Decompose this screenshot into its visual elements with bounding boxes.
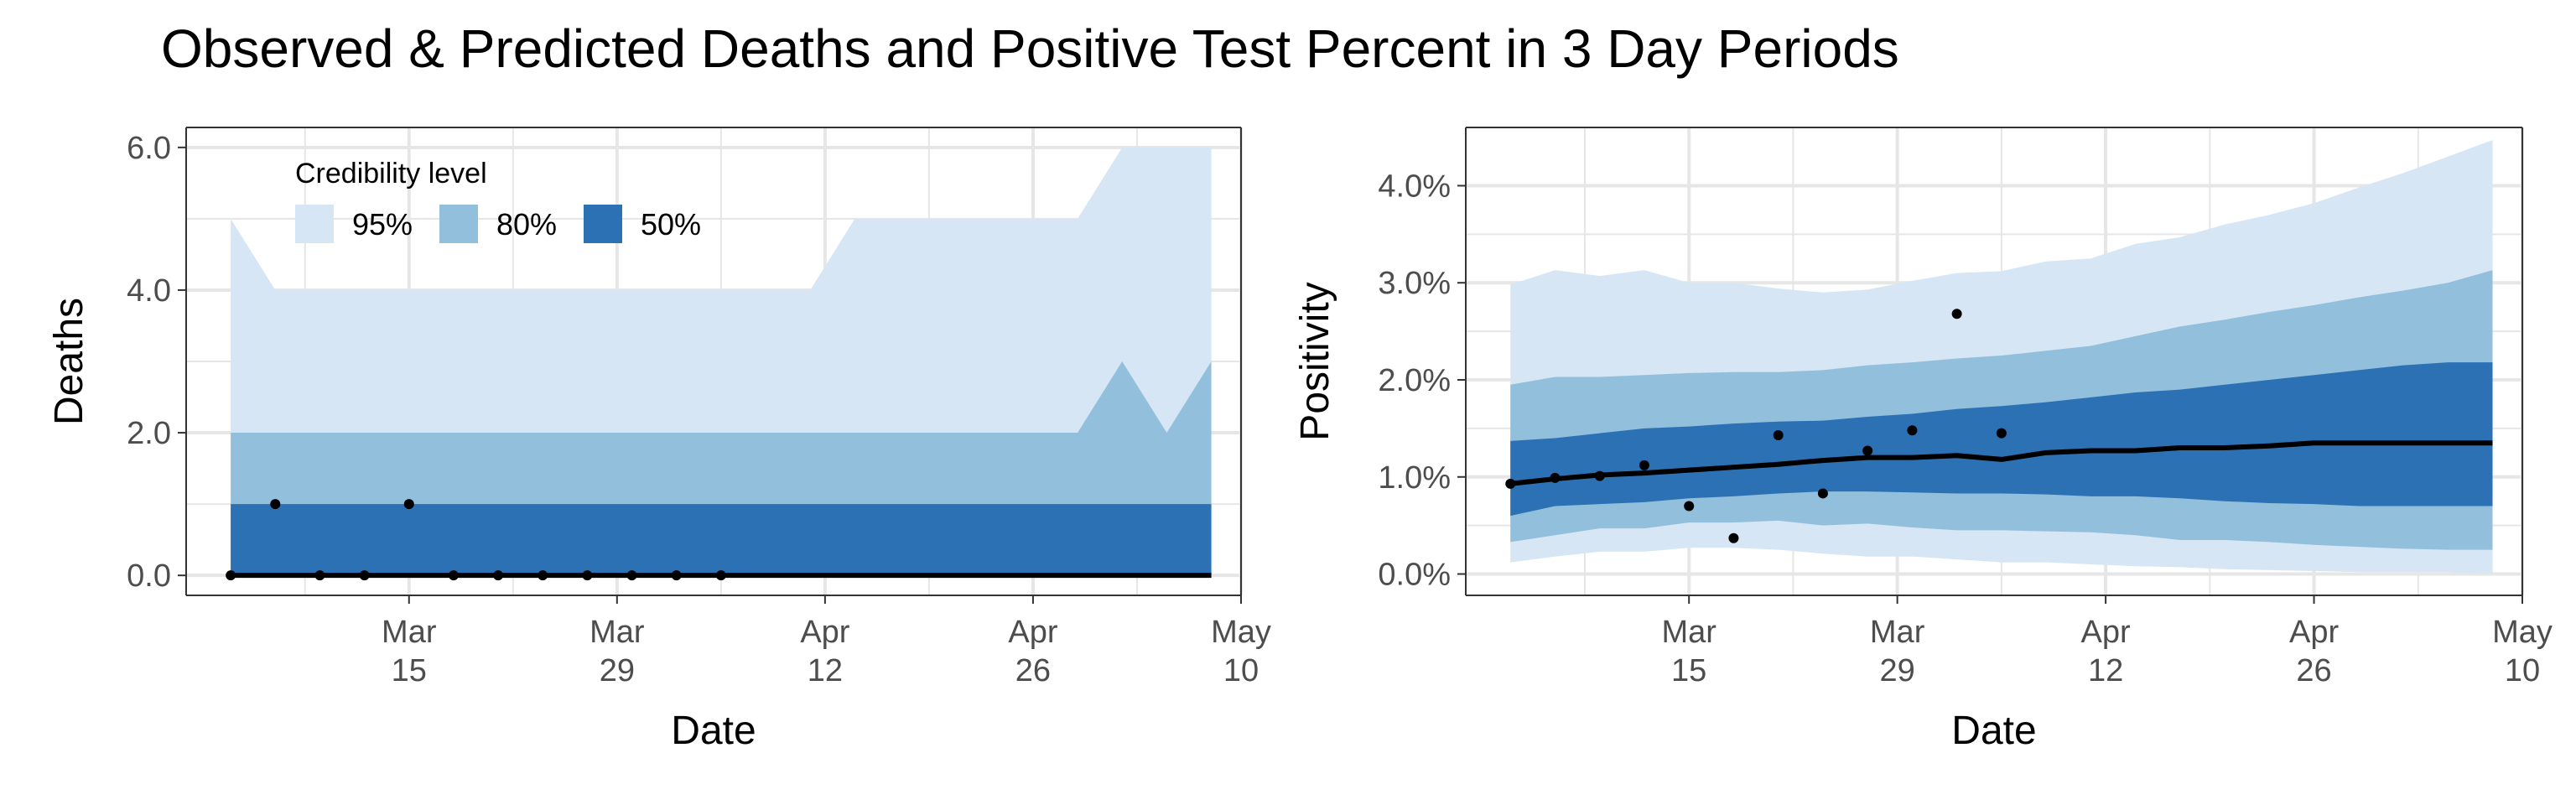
median-line <box>1509 440 2493 486</box>
x-tick-label: Mar 15 <box>382 615 437 688</box>
x-tick-label-line: 26 <box>2296 653 2331 688</box>
x-tick-label-line: 15 <box>392 653 427 688</box>
x-tick-label-line: 15 <box>1671 653 1706 688</box>
y-tick-label: 0.0% <box>1378 558 1451 593</box>
legend: Credibility level 95% 80% 50% <box>295 158 701 243</box>
x-tick-label-line: 10 <box>2505 653 2540 688</box>
x-tick-label: Apr 12 <box>800 615 849 688</box>
observed-point <box>715 570 726 581</box>
y-axis-title: Positivity <box>1293 282 1337 440</box>
observed-point <box>1907 425 1918 436</box>
x-tick-label-line: Mar <box>1661 615 1716 650</box>
observed-point <box>1728 532 1739 543</box>
observed-point <box>1862 445 1873 456</box>
observed-point <box>314 570 325 581</box>
observed-point <box>626 570 637 581</box>
x-axis-title: Date <box>671 709 756 753</box>
y-tick-label: 2.0 <box>127 416 171 451</box>
y-tick-label: 1.0% <box>1378 460 1451 496</box>
y-tick-label: 4.0% <box>1378 169 1451 204</box>
observed-point <box>1951 309 1962 319</box>
x-tick-label: Apr 26 <box>1008 615 1057 688</box>
chart-title: Observed & Predicted Deaths and Positive… <box>161 18 1899 79</box>
x-tick-label-line: May <box>1211 615 1271 650</box>
observed-point <box>538 570 548 581</box>
x-tick-label: Apr 26 <box>2289 615 2339 688</box>
x-tick-label-line: 26 <box>1015 653 1051 688</box>
legend-label: 50% <box>641 207 701 242</box>
x-tick-label-line: 29 <box>600 653 635 688</box>
x-tick-label-line: Apr <box>800 615 849 650</box>
observed-point <box>270 499 281 510</box>
x-tick-label: Apr 12 <box>2081 615 2131 688</box>
observed-point <box>582 570 593 581</box>
observed-point <box>1550 472 1561 483</box>
x-tick-label: Mar 29 <box>589 615 645 688</box>
x-tick-label-line: 10 <box>1223 653 1259 688</box>
x-tick-label-line: Mar <box>589 615 645 650</box>
y-tick-label: 4.0 <box>127 273 171 309</box>
x-tick-label: May 10 <box>2492 615 2553 688</box>
x-tick-label-line: Apr <box>2081 615 2131 650</box>
x-tick-label-line: Apr <box>2289 615 2339 650</box>
observed-point <box>1996 428 2007 439</box>
band-50 <box>1510 362 2493 517</box>
y-tick-label: 2.0% <box>1378 363 1451 398</box>
x-tick-label-line: Apr <box>1008 615 1057 650</box>
observed-point <box>1773 429 1784 440</box>
observed-point <box>359 570 370 581</box>
x-tick-label: May 10 <box>1211 615 1271 688</box>
x-tick-label-line: Mar <box>1870 615 1925 650</box>
legend-label: 80% <box>496 207 557 242</box>
x-tick-label-line: 12 <box>2088 653 2123 688</box>
band-50 <box>231 504 1212 576</box>
x-axis-title: Date <box>1951 709 2036 753</box>
x-tick-label-line: 29 <box>1880 653 1915 688</box>
legend-swatch <box>295 205 334 243</box>
observed-point <box>493 570 504 581</box>
y-tick-label: 0.0 <box>127 558 171 594</box>
observed-point <box>1817 488 1828 499</box>
observed-point <box>671 570 682 581</box>
legend-swatch <box>439 205 478 243</box>
x-tick-label-line: 12 <box>808 653 843 688</box>
x-tick-label: Mar 15 <box>1661 615 1716 688</box>
x-tick-label-line: May <box>2492 615 2553 650</box>
y-axis-title: Deaths <box>47 298 91 425</box>
y-tick-label: 6.0 <box>127 131 171 166</box>
legend-title: Credibility level <box>295 158 487 190</box>
y-tick-label: 3.0% <box>1378 266 1451 301</box>
observed-point <box>448 570 459 581</box>
observed-point <box>403 499 414 510</box>
x-tick-label-line: Mar <box>382 615 437 650</box>
observed-point <box>1505 478 1516 489</box>
observed-point <box>1594 470 1605 481</box>
observed-point <box>1639 460 1649 470</box>
observed-point <box>1684 501 1695 512</box>
observed-point <box>226 570 236 581</box>
legend-swatch <box>584 205 622 243</box>
legend-label: 95% <box>352 207 413 242</box>
x-tick-label: Mar 29 <box>1870 615 1925 688</box>
